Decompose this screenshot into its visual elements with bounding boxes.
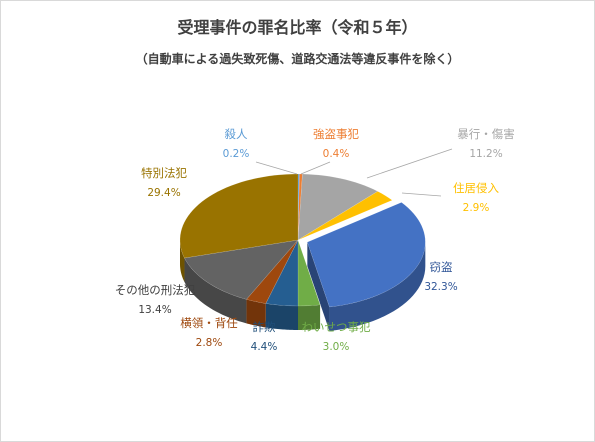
leader-line-2: [300, 161, 331, 175]
slice-label-value-1: 0.2%: [223, 148, 250, 160]
chart-title: 受理事件の罪名比率（令和５年）: [177, 18, 418, 37]
pie-side-9: [184, 258, 247, 324]
pie-tops: [179, 173, 426, 308]
pie-slice-7: [265, 239, 299, 307]
pie-slice-5: [307, 202, 426, 308]
slice-label-name-6: わいせつ事犯: [302, 320, 371, 334]
leader-line-4: [401, 192, 442, 197]
data-labels: 殺人 0.2% 強盗事犯 0.4% 暴行・傷害 11.2% 住居侵入 2.9% 窃盗 32.3% わ…: [115, 127, 515, 353]
slice-label-name-2: 強盗事犯: [313, 127, 359, 141]
slice-label-value-8: 2.8%: [196, 337, 223, 349]
pie-side-10: [180, 240, 185, 283]
slice-label-value-4: 2.9%: [463, 202, 490, 214]
leader-line-3: [366, 148, 453, 179]
slice-label-value-6: 3.0%: [323, 341, 350, 353]
pie-cut-wall: [307, 242, 330, 331]
pie-side-8: [246, 299, 266, 328]
pie-side-7: [265, 303, 298, 330]
slice-label-value-3: 11.2%: [469, 148, 502, 160]
slice-label-value-5: 32.3%: [424, 281, 457, 293]
pie-side-6: [298, 304, 321, 330]
slice-label-name-1: 殺人: [225, 127, 248, 141]
slice-label-value-2: 0.4%: [323, 148, 350, 160]
slice-label-name-3: 暴行・傷害: [457, 127, 515, 141]
slice-label-name-5: 窃盗: [430, 260, 453, 274]
slice-label-name-7: 詐欺: [253, 320, 276, 334]
leader-line-1: [255, 161, 298, 175]
slice-label-value-10: 29.4%: [147, 187, 180, 199]
pie-slice-9: [184, 239, 299, 300]
slice-label-name-9: その他の刑法犯: [115, 283, 196, 297]
slice-label-name-4: 住居侵入: [453, 181, 499, 195]
pie-slice-10: [179, 173, 299, 259]
slice-label-name-10: 特別法犯: [141, 166, 187, 180]
slice-label-value-7: 4.4%: [251, 341, 278, 353]
slice-label-name-8: 横領・背任: [180, 316, 238, 330]
pie-side-5: [329, 242, 426, 331]
pie-sides: [180, 240, 426, 331]
chart-subtitle: （自動車による過失致死傷、道路交通法等違反事件を除く）: [135, 52, 460, 66]
slice-label-value-9: 13.4%: [138, 304, 171, 316]
pie-slice-4: [297, 191, 393, 241]
pie-slice-3: [297, 173, 379, 241]
